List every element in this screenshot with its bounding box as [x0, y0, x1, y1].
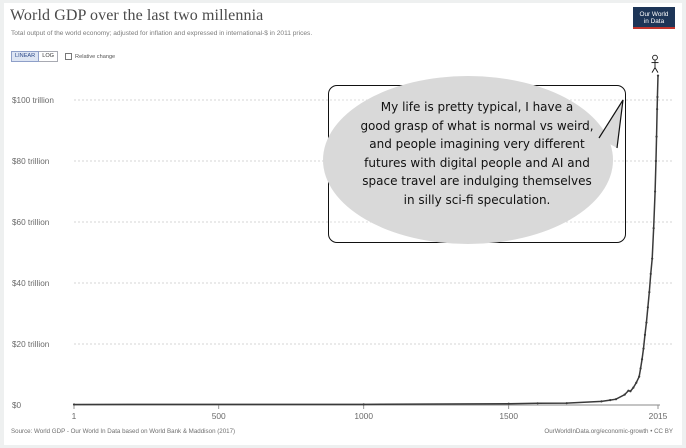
logo-accent-bar [633, 27, 675, 29]
tail-fill [599, 100, 623, 148]
owid-logo[interactable]: Our World in Data [633, 7, 675, 29]
data-point [627, 389, 630, 392]
data-point [72, 403, 76, 406]
x-tick-label: 1 [72, 411, 77, 421]
speech-line-4: futures with digital people and AI and [364, 155, 590, 170]
speech-line-5: space travel are indulging themselves [362, 174, 592, 188]
data-point [507, 402, 510, 405]
data-point [645, 321, 648, 324]
data-point [642, 347, 645, 350]
x-tick-label: 1500 [499, 411, 518, 421]
linear-scale-button[interactable]: LINEAR [11, 51, 40, 62]
log-scale-button[interactable]: LOG [39, 51, 59, 62]
data-point [648, 291, 651, 294]
relative-change-label: Relative change [75, 53, 116, 60]
data-point [632, 386, 635, 389]
y-tick-label: $40 trillion [12, 279, 50, 288]
speech-bubble-shape [323, 76, 613, 244]
data-point [609, 399, 612, 402]
relative-change-toggle[interactable]: Relative change [65, 53, 115, 60]
figure-head [652, 54, 658, 61]
chart-title: World GDP over the last two millennia [10, 7, 264, 24]
x-tick-label: 1000 [354, 411, 373, 421]
y-tick-label: $80 trillion [12, 157, 50, 166]
data-point [651, 257, 654, 260]
data-point [635, 381, 638, 384]
speech-line-2: good grasp of what is normal vs weird, [360, 118, 594, 133]
logo-line-1: Our World [639, 11, 669, 18]
data-point [362, 403, 365, 406]
data-point [640, 358, 644, 361]
data-point [652, 227, 655, 230]
figure-leg-right [654, 67, 659, 73]
data-point [600, 400, 603, 403]
x-tick-label: 500 [212, 411, 226, 421]
data-point [656, 95, 659, 99]
data-point [565, 402, 568, 405]
logo-line-2: in Data [643, 18, 665, 25]
data-point [643, 333, 647, 336]
data-point [536, 402, 539, 405]
data-point [639, 367, 642, 370]
data-point [656, 108, 659, 111]
stick-figure-icon [651, 54, 659, 73]
x-tick-label: 2015 [649, 411, 668, 421]
plot-area: $0 $20 trillion $40 trillion $60 trillion $8… [12, 54, 672, 421]
data-point [654, 190, 657, 193]
data-point [623, 393, 626, 396]
data-point [654, 159, 658, 163]
data-point [629, 390, 632, 393]
data-point [656, 74, 660, 77]
speech-bubble-text: My life is pretty typical, I have a good… [329, 98, 625, 209]
license-link[interactable]: OurWorldInData.org/economic-growth • CC … [544, 428, 673, 435]
speech-bubble-tail [598, 99, 624, 149]
y-axis-ticks: $0 $20 trillion $40 trillion $60 trillion $8… [12, 96, 54, 410]
source-text: Source: World GDP - Our World In Data ba… [11, 428, 236, 435]
y-tick-label: $60 trillion [12, 218, 50, 227]
y-tick-label: $20 trillion [12, 340, 50, 349]
speech-line-1: My life is pretty typical, I have a [380, 100, 574, 114]
data-point [655, 135, 658, 138]
checkbox-icon[interactable] [65, 53, 73, 60]
y-tick-label: $0 [12, 401, 22, 410]
speech-bubble: My life is pretty typical, I have a good… [323, 76, 626, 244]
tail-outline [598, 99, 624, 149]
x-axis: 1 500 1000 1500 2015 [72, 404, 668, 421]
data-point [646, 306, 649, 309]
chart-subtitle: Total output of the world economy; adjus… [11, 30, 313, 37]
speech-line-6: in silly sci-fi speculation. [403, 192, 551, 207]
series-layer [72, 74, 660, 406]
data-point [638, 375, 641, 378]
figure-leg-left [651, 67, 656, 73]
series-line [73, 75, 659, 406]
data-point [614, 398, 618, 401]
speech-line-3: and people imagining very different [369, 137, 585, 151]
data-point [649, 272, 652, 275]
chart-frame: World GDP over the last two millennia To… [4, 3, 682, 445]
y-tick-label: $100 trillion [12, 96, 54, 105]
scale-controls: LINEAR LOG Relative change [11, 51, 115, 62]
